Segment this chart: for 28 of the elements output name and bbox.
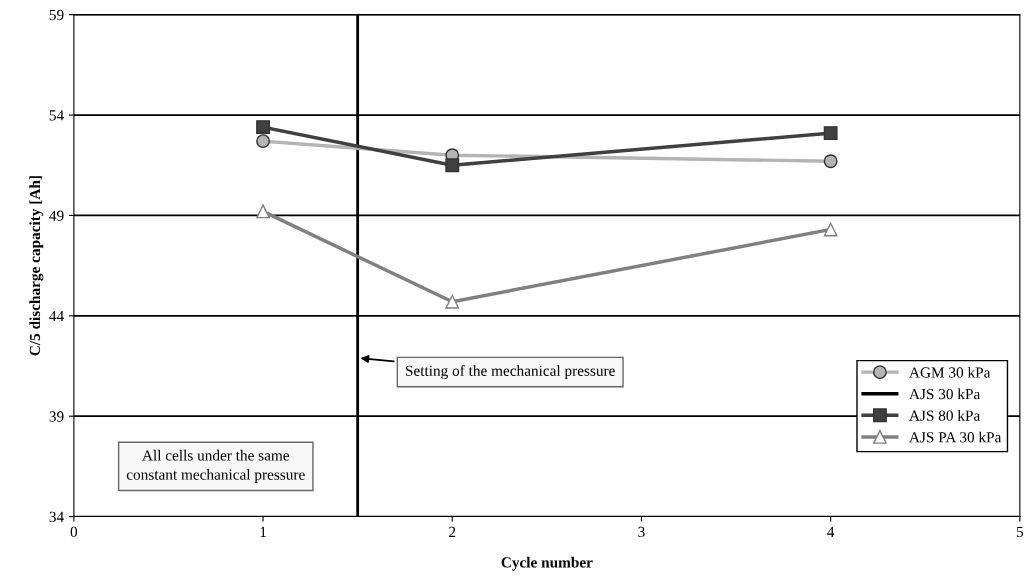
y-tick-label: 34 xyxy=(49,511,64,523)
y-tick-label: 44 xyxy=(49,311,64,322)
x-tick-label: 4 xyxy=(827,526,835,537)
y-tick-label: 49 xyxy=(49,210,64,221)
point xyxy=(823,222,838,237)
y-axis-title: C/5 discharge capacity [Ah] xyxy=(29,176,44,356)
legend-label: AJS PA 30 kPa xyxy=(909,431,1002,443)
point xyxy=(445,158,460,173)
x-tick-label: 3 xyxy=(638,526,645,538)
legend-label: AGM 30 kPa xyxy=(909,366,991,378)
point xyxy=(256,204,271,219)
y-tick-label: 54 xyxy=(49,110,64,121)
point xyxy=(256,120,271,135)
annotation: Setting of the mechanical pressure xyxy=(405,364,615,380)
point xyxy=(445,294,460,309)
point xyxy=(823,126,838,141)
legend-label: AJS 30 kPa xyxy=(909,388,981,400)
x-tick-label: 5 xyxy=(1016,526,1024,538)
point xyxy=(256,134,271,149)
legend-label: AJS 80 kPa xyxy=(909,410,981,421)
y-tick-label: 59 xyxy=(49,9,64,21)
x-tick-label: 0 xyxy=(70,526,78,538)
x-tick-label: 1 xyxy=(260,526,266,537)
x-axis-title: Cycle number xyxy=(501,556,593,571)
x-tick-label: 2 xyxy=(449,526,456,537)
point xyxy=(823,154,838,169)
y-tick-label: 39 xyxy=(49,411,64,422)
annotation: All cells under the same constant mechanical pressure xyxy=(126,449,305,483)
